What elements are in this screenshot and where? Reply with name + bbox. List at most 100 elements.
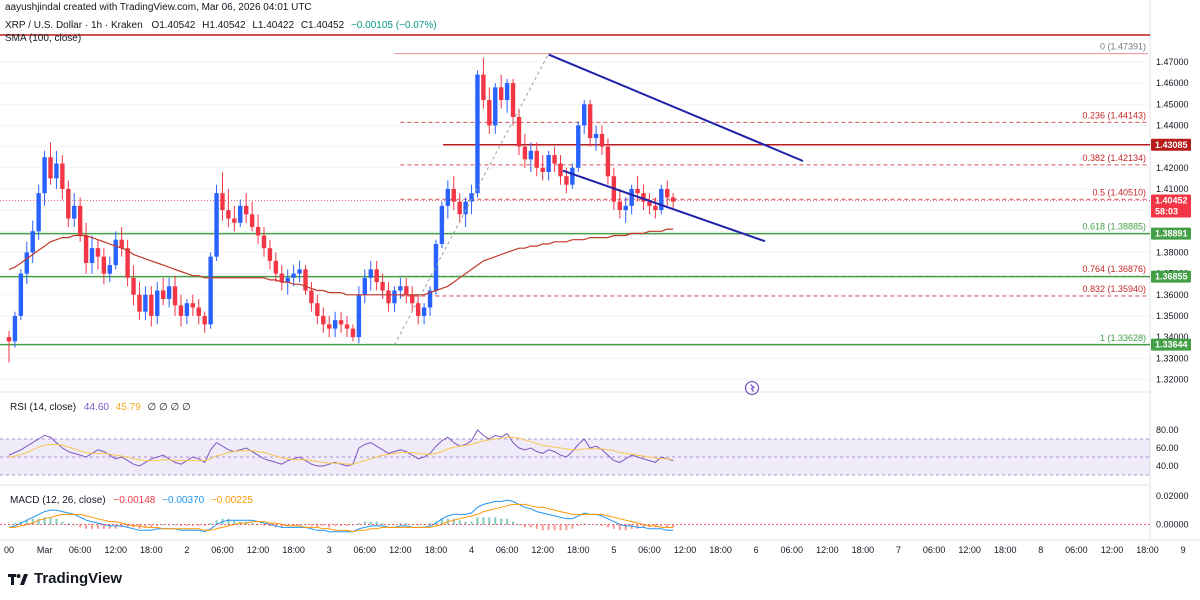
candle-body[interactable] [89,248,95,264]
candle-body[interactable] [392,290,397,304]
candle-body[interactable] [155,290,160,316]
candle-body[interactable] [410,294,415,304]
candle-body[interactable] [321,315,326,325]
candle-body[interactable] [202,315,207,325]
candle-body[interactable] [190,303,196,308]
candle-body[interactable] [131,277,136,295]
candle-body[interactable] [303,269,308,291]
candle-body[interactable] [659,188,664,211]
candle-body[interactable] [24,252,29,274]
candle-body[interactable] [522,146,528,160]
candle-body[interactable] [60,163,65,189]
candle-body[interactable] [481,74,486,101]
candle-body[interactable] [439,205,445,244]
candle-body[interactable] [374,269,379,283]
channel-upper-line[interactable] [548,53,804,162]
candle-body[interactable] [196,307,201,316]
candle-body[interactable] [528,150,534,160]
candle-body[interactable] [493,87,498,126]
candle-body[interactable] [226,210,231,219]
candle-body[interactable] [404,286,409,295]
candle-body[interactable] [327,324,332,329]
rsi-legend[interactable]: RSI (14, close) 44.60 45.79 ∅ ∅ ∅ ∅ [10,402,191,413]
candle-body[interactable] [12,315,18,342]
candle-body[interactable] [344,324,350,329]
sma-legend[interactable]: SMA (100, close) [5,33,81,44]
candle-body[interactable] [398,286,403,291]
candle-body[interactable] [309,290,314,304]
candle-body[interactable] [421,307,427,316]
candle-body[interactable] [427,290,433,308]
candle-body[interactable] [273,260,279,274]
candle-body[interactable] [77,205,83,236]
candle-body[interactable] [587,104,593,139]
channel-lower-line[interactable] [562,169,766,243]
candle-body[interactable] [244,205,249,215]
candle-body[interactable] [178,305,184,316]
symbol-title[interactable]: XRP / U.S. Dollar · 1h · Kraken [5,20,143,31]
candle-body[interactable] [380,282,385,291]
candle-body[interactable] [546,155,551,172]
candle-body[interactable] [582,104,587,126]
candle-body[interactable] [605,146,611,177]
candle-body[interactable] [160,290,166,299]
candle-body[interactable] [540,167,545,172]
candle-body[interactable] [48,157,53,179]
candle-body[interactable] [629,188,634,206]
candle-body[interactable] [498,87,504,101]
candle-body[interactable] [362,277,367,295]
candle-body[interactable] [36,193,41,232]
candle-body[interactable] [113,239,118,266]
candle-body[interactable] [107,265,113,274]
candle-body[interactable] [558,163,563,177]
macd-legend[interactable]: MACD (12, 26, close) −0.00148 −0.00370 −… [10,495,253,506]
candle-body[interactable] [576,125,581,168]
candle-body[interactable] [149,294,154,316]
candle-body[interactable] [83,235,89,264]
candle-body[interactable] [516,116,522,147]
candle-body[interactable] [564,176,569,185]
candle-body[interactable] [220,193,225,211]
candle-body[interactable] [279,273,284,283]
candle-body[interactable] [119,239,124,249]
replay-icon[interactable] [744,380,760,396]
candle-body[interactable] [232,218,237,223]
candle-body[interactable] [125,248,130,278]
candle-body[interactable] [534,150,539,168]
candle-body[interactable] [95,248,101,257]
candle-body[interactable] [255,227,261,236]
candle-body[interactable] [445,188,451,206]
candle-body[interactable] [487,100,492,126]
candle-body[interactable] [338,320,344,325]
candle-body[interactable] [552,155,557,164]
candle-body[interactable] [267,248,273,261]
candle-body[interactable] [261,235,267,249]
candle-body[interactable] [433,243,439,291]
candle-body[interactable] [570,167,575,185]
candle-body[interactable] [415,303,421,316]
candle-body[interactable] [510,83,516,117]
horizontal-levels[interactable] [0,34,1150,346]
candle-body[interactable] [475,74,480,194]
candle-body[interactable] [647,201,652,206]
candle-body[interactable] [285,277,290,283]
candle-body[interactable] [386,290,391,304]
candle-body[interactable] [166,286,172,299]
candle-body[interactable] [617,201,622,211]
candle-body[interactable] [653,205,658,211]
candle-body[interactable] [143,294,148,312]
candle-body[interactable] [6,337,12,342]
candle-body[interactable] [463,201,468,215]
candle-body[interactable] [599,133,605,147]
candle-body[interactable] [297,269,302,274]
candle-body[interactable] [504,83,510,101]
candle-body[interactable] [451,188,456,202]
candle-body[interactable] [670,197,676,202]
candle-body[interactable] [42,157,47,194]
candle-body[interactable] [172,286,178,306]
candle-body[interactable] [641,193,646,202]
candle-body[interactable] [101,256,107,274]
candle-body[interactable] [368,269,373,278]
candle-body[interactable] [208,256,213,325]
candle-body[interactable] [350,328,356,338]
